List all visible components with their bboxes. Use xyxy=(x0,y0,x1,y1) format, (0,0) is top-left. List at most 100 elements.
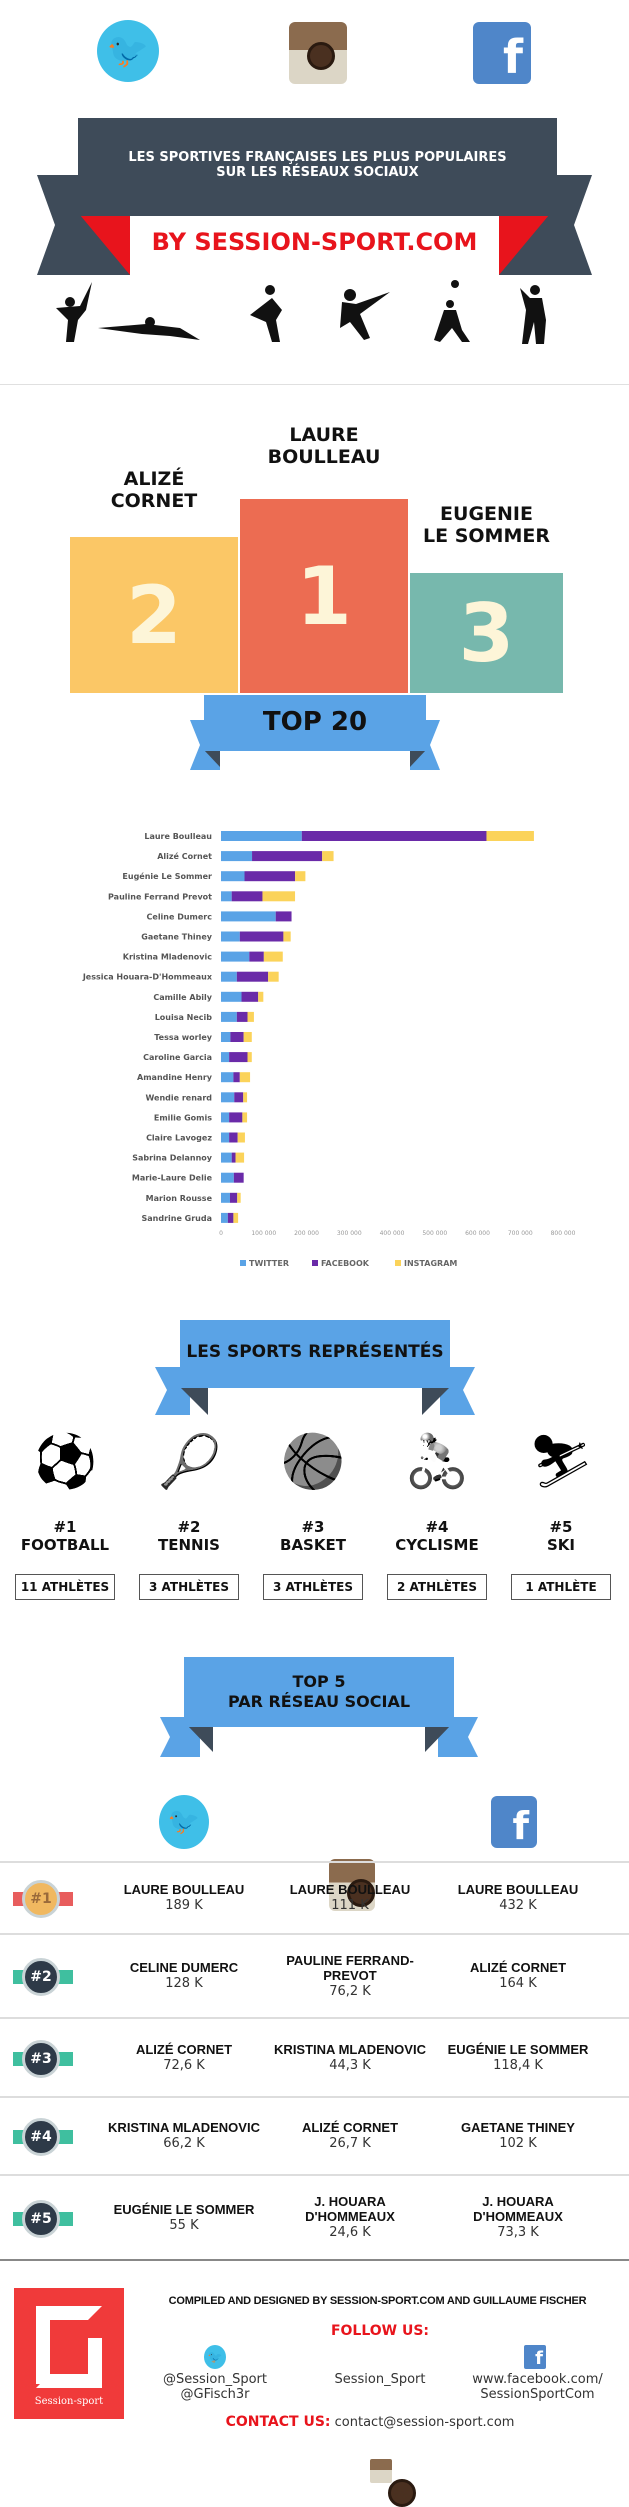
instagram-entry: Laure Boulleau 111 K xyxy=(270,1863,430,1933)
sport-name: Basket xyxy=(280,1536,346,1554)
twitter-icon: 🐦 xyxy=(159,1795,209,1849)
follower-count: 102 K xyxy=(499,2136,537,2151)
karate-silhouette xyxy=(56,282,92,342)
rank-badge: #4 xyxy=(22,2118,60,2156)
twitter-handles[interactable]: @Session_Sport @GFisch3r xyxy=(163,2372,267,2402)
sport-rank: #1 xyxy=(53,1518,77,1536)
category-label: Marie-Laure Delie xyxy=(132,1174,213,1183)
bar-twitter xyxy=(221,1132,230,1143)
bar-instagram xyxy=(295,871,306,882)
boxing-silhouette xyxy=(520,285,546,344)
bar-facebook xyxy=(230,1032,244,1042)
contact: Contact us: contact@session-sport.com xyxy=(180,2414,560,2430)
bar-twitter xyxy=(221,1172,234,1183)
bar-twitter xyxy=(221,871,245,882)
athlete-name: Alizé Cornet xyxy=(135,2041,233,2057)
bar-twitter xyxy=(221,991,242,1002)
follower-count: 73,3 K xyxy=(497,2225,539,2240)
facebook-icon: f xyxy=(473,22,531,84)
rank-badge: #2 xyxy=(22,1958,60,1996)
follower-count: 164 K xyxy=(499,1976,537,1991)
divider xyxy=(0,2259,629,2261)
sport-item: 🏀 #3 Basket 3 athlètes xyxy=(253,1430,373,1600)
bar-instagram xyxy=(235,1152,245,1163)
category-label: Eugénie Le Sommer xyxy=(122,871,212,881)
top20-banner: TOP 20 xyxy=(190,695,440,770)
athlete-name: Gaetane Thiney xyxy=(461,2120,575,2135)
legend-label: INSTAGRAM xyxy=(404,1259,457,1268)
bar-facebook xyxy=(231,891,263,902)
follower-count: 55 K xyxy=(169,2217,199,2233)
sport-rank: #3 xyxy=(301,1518,325,1536)
sports-banner: Les sports représentés xyxy=(155,1320,475,1415)
volleyball-silhouette xyxy=(434,280,470,342)
follow-label: Follow us: xyxy=(330,2323,430,2339)
category-label: Laure Boulleau xyxy=(144,832,212,841)
bar-twitter xyxy=(221,1052,230,1063)
facebook-entry: Eugénie Le Sommer 118,4 K xyxy=(438,2019,598,2096)
bar-facebook xyxy=(249,951,264,962)
bar-facebook xyxy=(234,1092,244,1103)
category-label: Sandrine Gruda xyxy=(141,1214,212,1223)
facebook-entry: Laure Boulleau 432 K xyxy=(438,1863,598,1933)
category-label: Amandine Henry xyxy=(137,1073,213,1082)
podium-name-2: Alizé Cornet xyxy=(110,468,198,512)
x-tick-label: 200 000 xyxy=(294,1230,319,1237)
category-label: Marion Rousse xyxy=(146,1194,213,1203)
athlete-name: Kristina Mladenovic xyxy=(274,2041,426,2057)
bar-facebook xyxy=(233,1072,240,1083)
bar-facebook xyxy=(252,851,323,862)
x-tick-label: 300 000 xyxy=(337,1230,362,1237)
sport-item: ⛷ #5 Ski 1 athlète xyxy=(501,1430,621,1600)
bar-facebook xyxy=(241,991,259,1002)
bar-instagram xyxy=(243,1032,252,1042)
header-banner: Les sportives françaises les plus popula… xyxy=(0,115,629,275)
category-label: Claire Lavogez xyxy=(146,1134,212,1143)
sport-name: Tennis xyxy=(158,1536,220,1554)
x-tick-label: 800 000 xyxy=(551,1230,576,1237)
bar-twitter xyxy=(221,891,232,902)
bar-twitter xyxy=(221,1192,230,1203)
category-label: Tessa worley xyxy=(154,1033,213,1042)
category-label: Sabrina Delannoy xyxy=(132,1154,213,1163)
instagram-icon xyxy=(329,1859,375,1911)
bar-instagram xyxy=(262,891,296,902)
bar-instagram xyxy=(486,831,534,841)
title-line1: Les sportives françaises les plus popula… xyxy=(128,150,507,165)
legend-swatch xyxy=(240,1260,246,1266)
soccer-ball-icon: ⚽ xyxy=(32,1432,98,1492)
handball-silhouette xyxy=(250,285,282,342)
bar-facebook xyxy=(229,1192,238,1203)
instagram-entry: Kristina Mladenovic 44,3 K xyxy=(270,2019,430,2096)
bar-facebook xyxy=(233,1172,244,1183)
twitter-entry: Laure Boulleau 189 K xyxy=(104,1863,264,1933)
facebook-link[interactable]: www.facebook.com/SessionSportCom xyxy=(472,2372,603,2402)
follower-count: 24,6 K xyxy=(329,2225,371,2240)
bar-instagram xyxy=(237,1192,241,1203)
bar-facebook xyxy=(229,1132,238,1143)
sport-count: 3 athlètes xyxy=(139,1574,239,1600)
category-label: Wendie renard xyxy=(146,1093,213,1102)
bar-instagram xyxy=(322,851,334,862)
sport-name: Ski xyxy=(546,1536,575,1554)
athlete-name: J. Houara D'Hommeaux xyxy=(305,2194,395,2224)
bar-facebook xyxy=(239,931,284,942)
bar-instagram xyxy=(247,1052,252,1063)
bar-twitter xyxy=(221,931,240,942)
top5-row: #1 Laure Boulleau 189 K Laure Boulleau 1… xyxy=(0,1861,629,1933)
legend-swatch xyxy=(395,1260,401,1266)
twitter-entry: Alizé Cornet 72,6 K xyxy=(104,2019,264,2096)
bar-facebook xyxy=(236,971,269,982)
sport-count: 1 athlète xyxy=(511,1574,611,1600)
twitter-icon: 🐦 xyxy=(204,2345,226,2369)
follower-count: 128 K xyxy=(165,1976,203,1991)
x-tick-label: 400 000 xyxy=(380,1230,405,1237)
instagram-handle[interactable]: Session_Sport xyxy=(334,2372,426,2387)
twitter-entry: Eugénie Le Sommer 55 K xyxy=(104,2176,264,2259)
contact-email[interactable]: contact@session-sport.com xyxy=(334,2415,515,2430)
top5-row: #3 Alizé Cornet 72,6 K Kristina Mladenov… xyxy=(0,2017,629,2096)
bar-facebook xyxy=(301,831,487,841)
category-label: Louisa Necib xyxy=(155,1013,213,1022)
bar-facebook xyxy=(244,871,296,882)
sport-count: 11 athlètes xyxy=(15,1574,115,1600)
